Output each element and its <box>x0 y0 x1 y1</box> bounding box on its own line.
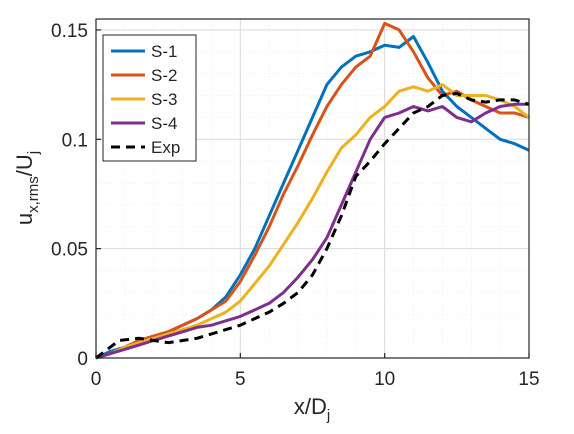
legend-label: S-2 <box>151 66 177 85</box>
plot-frame <box>95 18 530 359</box>
y-axis-label: ux,rms/Uj <box>12 151 42 225</box>
series-line-exp <box>95 91 530 360</box>
axis-ticks: 0 5 10 15 0 0.05 0.1 0.15 <box>51 21 540 390</box>
x-tick-label: 5 <box>235 369 246 390</box>
y-axis-label-main: u <box>12 213 37 225</box>
y-tick-label: 0.05 <box>51 240 88 261</box>
series-line-s-4 <box>95 102 529 360</box>
y-tick-label: 0.1 <box>62 130 88 151</box>
series-line-s-2 <box>95 21 530 360</box>
y-tick-label: 0 <box>77 349 88 370</box>
legend-label: S-1 <box>151 42 177 61</box>
y-axis-label-subscript-1: x,rms <box>25 176 42 213</box>
series-line-s-3 <box>95 83 530 360</box>
x-tick-label: 15 <box>518 369 539 390</box>
y-axis-label-mid: /U <box>12 154 37 176</box>
x-axis-label: x/Dj <box>294 394 330 424</box>
legend-label: Exp <box>151 138 180 157</box>
x-axis-label-subscript: j <box>326 407 330 424</box>
y-tick-label: 0.15 <box>51 21 88 42</box>
series-lines <box>95 21 530 360</box>
legend-label: S-4 <box>151 114 177 133</box>
legend: S-1 S-2 S-3 S-4 Exp <box>102 34 197 162</box>
x-tick-label: 10 <box>374 369 395 390</box>
x-tick-label: 0 <box>91 369 102 390</box>
y-axis-label-subscript-2: j <box>25 151 42 155</box>
legend-label: S-3 <box>151 90 177 109</box>
x-axis-label-main: x/D <box>294 394 327 419</box>
